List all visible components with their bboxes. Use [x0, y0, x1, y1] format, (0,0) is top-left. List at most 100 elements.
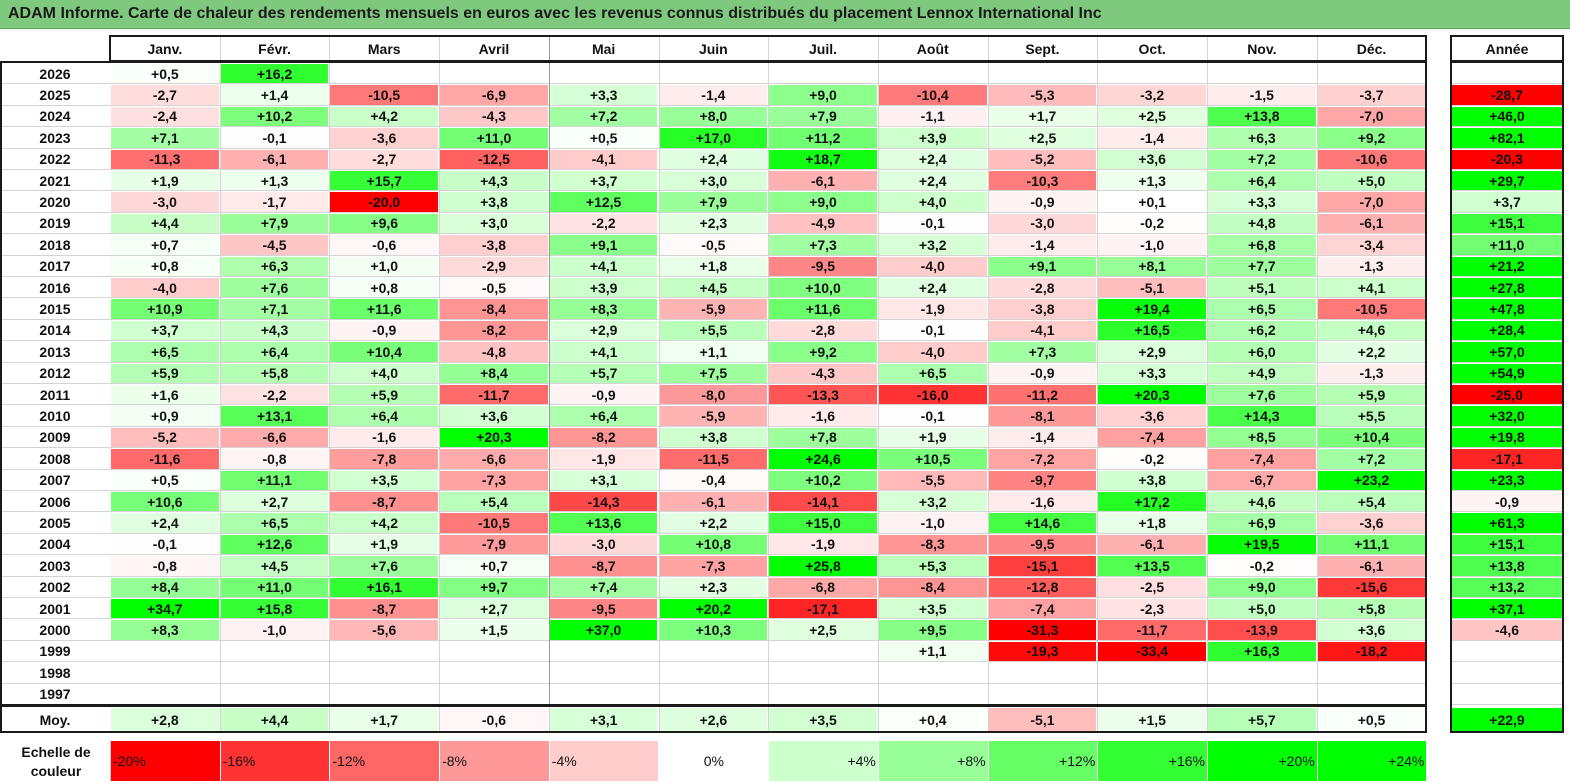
- heatmap-cell: [330, 641, 439, 662]
- heatmap-cell: -8,4: [878, 577, 987, 597]
- heatmap-cell: -0,1: [878, 320, 987, 341]
- heatmap-cell: +6,4: [220, 342, 329, 362]
- heatmap-cell: [111, 663, 219, 683]
- heatmap-cell: [769, 684, 877, 704]
- heatmap-cell: [220, 663, 329, 683]
- heatmap-cell: -2,7: [111, 85, 219, 105]
- grid-line: [1451, 254, 1563, 256]
- heatmap-cell: +25,8: [769, 556, 877, 576]
- grid-line: [548, 36, 550, 705]
- heatmap-cell: +9,2: [769, 342, 877, 362]
- heatmap-cell: -3,8: [988, 299, 1097, 319]
- heatmap-cell: +7,6: [1208, 385, 1316, 405]
- heatmap-cell: +10,5: [878, 449, 987, 469]
- heatmap-cell: -9,7: [988, 470, 1097, 490]
- heatmap-cell: +15,0: [769, 513, 877, 533]
- heatmap-cell: +3,3: [1098, 363, 1206, 383]
- heatmap-cell: [111, 684, 219, 704]
- heatmap-cell: -6,7: [1208, 470, 1316, 490]
- row-label: 2014: [39, 322, 71, 339]
- heatmap-cell: +1,8: [1098, 513, 1206, 533]
- grid-line: [0, 597, 1427, 598]
- heatmap-cell: +9,5: [878, 620, 987, 640]
- grid-line: [329, 36, 331, 705]
- heatmap-cell: +0,7: [111, 235, 219, 255]
- heatmap-cell: -6,1: [1317, 556, 1426, 576]
- year-total-cell: -28,7: [1452, 85, 1562, 105]
- heatmap-cell: +4,5: [659, 278, 768, 298]
- heatmap-cell: +13,8: [1208, 106, 1316, 127]
- grid-line: [1451, 126, 1563, 128]
- heatmap-cell: +12,5: [549, 192, 658, 212]
- heatmap-cell: +4,1: [1317, 278, 1426, 298]
- heatmap-cell: +1,5: [440, 620, 548, 640]
- grid-line: [1451, 276, 1563, 277]
- heatmap-cell: +0,5: [111, 64, 219, 84]
- heatmap-cell: -1,9: [769, 534, 877, 555]
- heatmap-cell: -3,6: [1317, 513, 1426, 533]
- heatmap-cell: -7,8: [330, 449, 439, 469]
- heatmap-cell: +10,4: [330, 342, 439, 362]
- heatmap-cell: -8,2: [440, 320, 548, 341]
- heatmap-cell: +10,4: [1317, 427, 1426, 448]
- heatmap-cell: +16,2: [220, 64, 329, 84]
- heatmap-cell: +4,4: [111, 213, 219, 234]
- heatmap-cell: -2,7: [330, 149, 439, 169]
- scale-step: -4%: [549, 741, 659, 781]
- year-total-cell: -17,1: [1452, 449, 1562, 469]
- heatmap-cell: +15,8: [220, 599, 329, 619]
- heatmap-cell: -1,6: [769, 406, 877, 426]
- year-column-header: Année: [1485, 40, 1529, 57]
- average-year-cell: +22,9: [1452, 708, 1562, 731]
- heatmap-cell: -4,8: [440, 342, 548, 362]
- column-header: Févr.: [258, 40, 291, 57]
- heatmap-cell: -0,2: [1098, 213, 1206, 234]
- heatmap-cell: +24,6: [769, 449, 877, 469]
- heatmap-cell: +1,9: [111, 171, 219, 191]
- heatmap-cell: -5,9: [659, 406, 768, 426]
- heatmap-cell: -10,5: [440, 513, 548, 533]
- heatmap-cell: [549, 641, 658, 662]
- grid-line: [1451, 361, 1563, 363]
- heatmap-cell: +5,9: [330, 385, 439, 405]
- heatmap-cell: +6,2: [1208, 320, 1316, 341]
- heatmap-cell: -1,9: [878, 299, 987, 319]
- heatmap-cell: +2,2: [1317, 342, 1426, 362]
- heatmap-cell: -7,0: [1317, 192, 1426, 212]
- heatmap-cell: -14,1: [769, 492, 877, 512]
- heatmap-cell: +10,2: [769, 470, 877, 490]
- heatmap-cell: [769, 663, 877, 683]
- heatmap-cell: +3,9: [549, 278, 658, 298]
- row-label: 2024: [39, 108, 71, 125]
- scale-step: 0%: [659, 741, 769, 781]
- grid-line: [219, 707, 221, 732]
- grid-line: [1451, 639, 1563, 641]
- grid-line: [0, 190, 1427, 192]
- grid-line: [1451, 340, 1563, 342]
- heatmap-cell: +5,9: [1317, 385, 1426, 405]
- heatmap-cell: -11,7: [1098, 620, 1206, 640]
- row-label: 2009: [39, 429, 71, 446]
- grid-line: [1451, 104, 1563, 106]
- average-cell: +1,5: [1098, 708, 1206, 731]
- year-total-cell: +37,1: [1452, 599, 1562, 619]
- row-label: 2020: [39, 194, 71, 211]
- heatmap-cell: -11,5: [659, 449, 768, 469]
- heatmap-cell: +9,1: [549, 235, 658, 255]
- heatmap-cell: +5,5: [1317, 406, 1426, 426]
- heatmap-cell: +4,8: [1208, 213, 1316, 234]
- heatmap-cell: +6,4: [1208, 171, 1316, 191]
- heatmap-cell: -12,8: [988, 577, 1097, 597]
- heatmap-cell: -4,3: [440, 106, 548, 127]
- heatmap-cell: -17,1: [769, 599, 877, 619]
- heatmap-cell: +34,7: [111, 599, 219, 619]
- heatmap-cell: -4,9: [769, 213, 877, 234]
- heatmap-cell: -1,6: [988, 492, 1097, 512]
- grid-line: [0, 276, 1427, 277]
- scale-step: +20%: [1208, 741, 1317, 781]
- heatmap-cell: -8,2: [549, 427, 658, 448]
- heatmap-cell: +2,5: [769, 620, 877, 640]
- column-header: Oct.: [1138, 40, 1166, 57]
- heatmap-cell: +11,6: [769, 299, 877, 319]
- heatmap-cell: +11,0: [220, 577, 329, 597]
